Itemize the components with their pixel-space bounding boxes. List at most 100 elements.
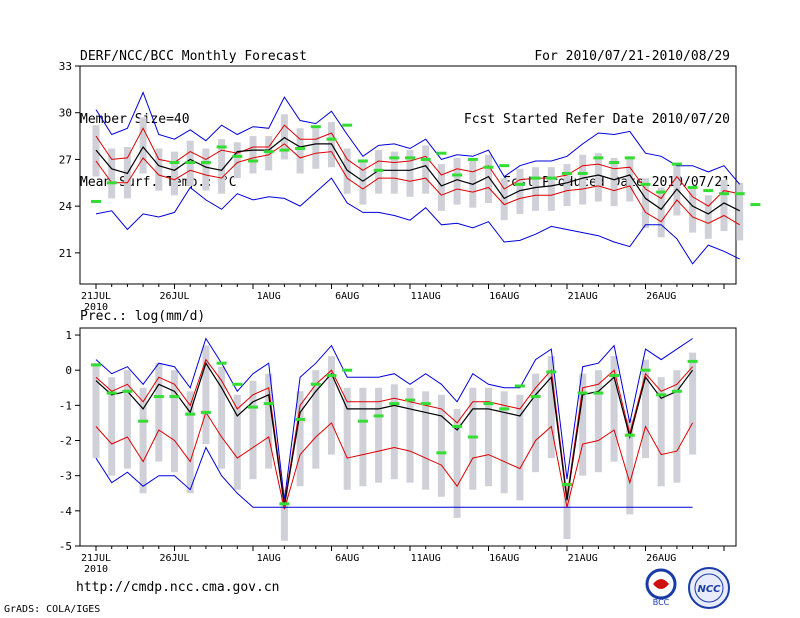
- median-mark: [687, 359, 698, 363]
- spread-bar: [155, 363, 163, 462]
- median-mark: [106, 181, 117, 185]
- y-tick-label: 24: [59, 200, 73, 213]
- spread-bar: [563, 164, 571, 207]
- median-mark: [263, 150, 274, 154]
- spread-bar: [642, 178, 649, 228]
- spread-bar: [437, 164, 445, 211]
- x-tick-label: 1AUG: [257, 553, 281, 564]
- member-size: Member Size=40: [80, 112, 190, 127]
- series-upper-line: [95, 124, 740, 207]
- series-mean-line: [95, 136, 740, 215]
- y-tick-label: -4: [59, 505, 73, 518]
- spread-bar: [422, 391, 430, 490]
- median-mark: [185, 161, 196, 165]
- median-mark: [452, 173, 463, 177]
- y-tick-label: 27: [59, 153, 72, 166]
- spread-bar: [296, 128, 304, 174]
- median-mark: [546, 176, 557, 180]
- spread-bar: [720, 179, 728, 232]
- spread-bar: [218, 139, 226, 194]
- median-mark: [153, 395, 164, 399]
- series-mean-line: [95, 361, 694, 506]
- x-tick-label: 11AUG: [411, 553, 441, 564]
- median-mark: [467, 157, 478, 161]
- start-date: Fcst Started Refer Date 2010/07/20: [463, 112, 730, 127]
- spread-bar: [579, 154, 587, 205]
- y-tick-label: 33: [59, 60, 72, 73]
- x-tick-label: 11AUG: [411, 291, 441, 302]
- median-mark: [169, 161, 180, 165]
- series-lower-line: [95, 143, 740, 226]
- median-mark: [467, 435, 478, 439]
- spread-bar: [500, 178, 508, 221]
- spread-bar: [202, 148, 210, 191]
- median-mark: [232, 382, 243, 386]
- spread-bar: [736, 182, 744, 241]
- median-mark: [562, 482, 572, 486]
- median-mark: [405, 398, 415, 402]
- spread-bar: [390, 151, 398, 194]
- median-mark: [295, 147, 306, 151]
- spread-bar: [359, 387, 367, 487]
- spread-bar: [547, 167, 555, 211]
- y-tick-label: 1: [65, 329, 72, 342]
- svg-text:BCC: BCC: [653, 598, 670, 607]
- y-tick-label: 0: [65, 364, 72, 377]
- median-mark: [577, 171, 588, 175]
- spread-bar: [626, 156, 634, 202]
- median-mark: [593, 156, 604, 160]
- median-mark: [483, 165, 494, 169]
- prec-label: Prec.: log(mm/d): [80, 309, 206, 324]
- median-mark: [499, 164, 510, 168]
- median-mark: [420, 402, 431, 406]
- x-tick-label: 1AUG: [257, 291, 281, 302]
- x-tick-label: 26JUL: [159, 291, 189, 302]
- x-tick-label: 6AUG: [335, 553, 359, 564]
- median-mark: [546, 370, 557, 374]
- median-mark: [200, 161, 211, 165]
- median-mark: [609, 373, 620, 377]
- spread-bar: [469, 387, 477, 490]
- median-mark: [514, 182, 525, 186]
- median-mark: [310, 125, 321, 129]
- spread-bar: [343, 148, 351, 194]
- spread-bar: [673, 370, 681, 483]
- median-mark: [577, 391, 588, 395]
- median-mark: [232, 154, 243, 158]
- spread-bar: [594, 370, 602, 473]
- spread-bar: [155, 148, 163, 191]
- series-lower-line: [95, 411, 694, 510]
- spread-bar: [218, 366, 226, 469]
- spread-bar: [532, 373, 540, 473]
- x-tick-label: 16AUG: [489, 553, 519, 564]
- median-mark: [357, 419, 368, 423]
- median-mark: [719, 192, 729, 196]
- median-mark: [420, 157, 431, 161]
- x-tick-label: 26JUL: [159, 553, 189, 564]
- median-mark: [671, 389, 682, 393]
- median-mark: [248, 405, 258, 409]
- median-mark: [169, 395, 180, 399]
- median-mark: [483, 402, 494, 406]
- y-tick-label: 30: [59, 107, 72, 120]
- spread-bar: [265, 136, 273, 171]
- median-mark: [687, 185, 698, 189]
- spread-bar: [328, 356, 335, 455]
- y-tick-label: 21: [59, 247, 72, 260]
- spread-bar: [516, 168, 524, 214]
- median-mark: [703, 189, 714, 193]
- spread-bar: [485, 154, 492, 204]
- spread-bar: [186, 391, 194, 494]
- plot-frame: [79, 327, 737, 547]
- median-mark: [499, 407, 510, 411]
- spread-bar: [202, 345, 210, 445]
- median-mark: [609, 161, 620, 165]
- spread-bar: [532, 167, 540, 211]
- spread-bar: [139, 387, 147, 494]
- median-mark: [671, 162, 682, 166]
- median-mark: [656, 190, 667, 194]
- spread-bar: [312, 370, 320, 469]
- median-mark: [436, 451, 447, 455]
- median-mark: [624, 433, 635, 437]
- median-mark: [248, 159, 258, 163]
